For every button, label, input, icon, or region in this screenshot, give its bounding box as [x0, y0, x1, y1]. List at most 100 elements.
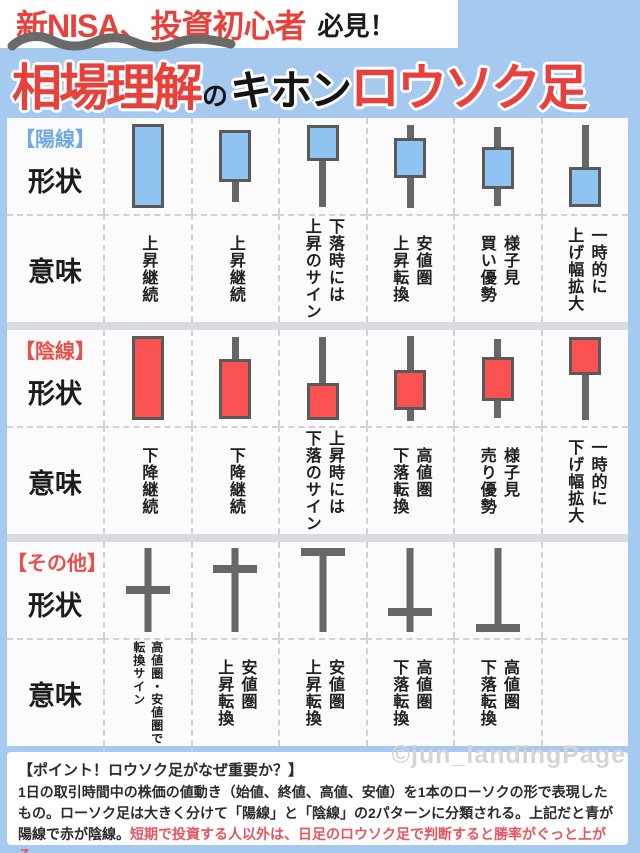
insen-candle-1-icon [131, 336, 164, 420]
other-meaning-label-cell: 意味 [7, 638, 103, 746]
yosen-meaning-cell-6: 一時的に 上げ幅拡大 [540, 214, 628, 322]
insen-meaning-cell-6: 一時的に 下げ幅拡大 [540, 426, 628, 534]
footer-body: 1日の取引時間中の株価の値動き（始値、終値、高値、安値）を1本のローソクの形で表… [18, 782, 617, 853]
insen-candle-6-icon [569, 336, 602, 420]
yosen-shape-cell-6 [540, 118, 629, 214]
yosen-meaning-cell-3: 下落時には 上昇のサイン [278, 214, 366, 322]
meaning-text: 安値圏 上昇転換 [215, 659, 256, 727]
footer-title: 【ポイント！ロウソク足がなぜ重要か？】 [18, 762, 304, 779]
yosen-shape-cell-2 [190, 118, 279, 214]
insen-meaning-label-cell: 意味 [7, 426, 103, 534]
meaning-text: 様子見 買い優勢 [477, 235, 518, 303]
doji-cross-icon [125, 548, 170, 632]
title-part3: ロウソク足 [350, 60, 588, 116]
yosen-label-cell: 【陽線】 形状 [7, 118, 103, 214]
insen-meaning-cell-1: 下降継続 [103, 426, 191, 534]
other-meaning-cell-2: 安値圏 上昇転換 [190, 638, 278, 746]
meaning-text: 高値圏 下落転換 [390, 447, 431, 515]
meaning-text: 高値圏 下落転換 [390, 659, 431, 727]
meaning-text: 一時的に 下げ幅拡大 [565, 438, 606, 524]
section-divider [7, 322, 628, 330]
title-part2: キホン [230, 67, 352, 114]
meaning-text: 安値圏 上昇転換 [390, 235, 431, 303]
dragonfly-t-icon [300, 548, 345, 632]
other-shape-cell-6 [540, 542, 629, 638]
meaning-text: 下落時には 上昇のサイン [302, 218, 343, 320]
section-yosen: 【陽線】 形状 [7, 118, 628, 322]
meaning-text: 上昇継続 [139, 235, 157, 303]
meaning-text: 高値圏 下落転換 [477, 659, 518, 727]
doji-low-cross-icon [388, 548, 433, 632]
other-shape-cell-1 [103, 542, 191, 638]
insen-meaning-cell-5: 様子見 売り優勢 [453, 426, 541, 534]
other-meaning-cell-5: 高値圏 下落転換 [453, 638, 541, 746]
insen-shape-cell-5 [453, 330, 541, 426]
yosen-meaning-cell-4: 安値圏 上昇転換 [365, 214, 453, 322]
other-shape-cell-3 [278, 542, 366, 638]
yosen-meaning-cell-5: 様子見 買い優勢 [453, 214, 541, 322]
yosen-candle-3-icon [306, 125, 339, 207]
meaning-text: 下降継続 [226, 447, 244, 515]
insen-shape-cell-1 [103, 330, 191, 426]
insen-shape-cell-4 [365, 330, 454, 426]
other-meaning-cell-3: 安値圏 上昇転換 [278, 638, 366, 746]
watermark-credit: ©jun_landingPage [391, 741, 626, 769]
other-meaning-cell-1: 高値圏・安値圏で 転換サイン [103, 638, 191, 746]
insen-candle-5-icon [481, 338, 514, 418]
insen-candle-4-icon [394, 335, 427, 421]
insen-candle-3-icon [306, 336, 339, 420]
other-shape-cell-5 [453, 542, 541, 638]
section-label-yosen: 【陽線】 [15, 129, 95, 151]
insen-shape-cell-2 [190, 330, 279, 426]
title-particle: の [202, 81, 229, 111]
title-part1: 相場理解 [12, 60, 203, 116]
footer-note: 【ポイント！ロウソク足がなぜ重要か？】 1日の取引時間中の株価の値動き（始値、終… [7, 752, 628, 853]
gravestone-inverted-t-icon [475, 548, 520, 632]
insen-meaning-cell-2: 下降継続 [190, 426, 278, 534]
other-label-cell: 【その他】 形状 [7, 542, 107, 638]
yosen-candle-6-icon [569, 125, 602, 207]
insen-shape-cell-3 [278, 330, 366, 426]
footer-body-text: 1日の取引時間中の株価の値動き（始値、終値、高値、安値）を1本のローソクの形で表… [18, 784, 614, 842]
candlestick-table: 【陽線】 形状 [7, 118, 628, 746]
meaning-text: 一時的に 上げ幅拡大 [565, 226, 606, 312]
row-label-meaning: 意味 [28, 468, 82, 499]
other-shape-cell-4 [365, 542, 454, 638]
section-divider [7, 534, 628, 542]
section-insen: 【陰線】 形状 [7, 330, 628, 534]
section-label-insen: 【陰線】 [15, 341, 95, 363]
meaning-text: 下降継続 [139, 447, 157, 515]
yosen-meaning-cell-1: 上昇継続 [103, 214, 191, 322]
row-label-meaning: 意味 [28, 680, 82, 711]
yosen-meaning-label-cell: 意味 [7, 214, 103, 322]
insen-meaning-cell-3: 上昇時には 下落のサイン [278, 426, 366, 534]
meaning-text: 上昇時には 下落のサイン [302, 430, 343, 532]
meaning-text: 上昇継続 [226, 235, 244, 303]
yosen-shape-cell-4 [365, 118, 454, 214]
yosen-candle-2-icon [219, 130, 252, 202]
yosen-shape-cell-1 [103, 118, 191, 214]
insen-meaning-cell-4: 高値圏 下落転換 [365, 426, 453, 534]
insen-candle-2-icon [219, 337, 252, 419]
meaning-text: 様子見 売り優勢 [477, 447, 518, 515]
squiggle-underline-icon [7, 32, 236, 52]
yosen-shape-cell-5 [453, 118, 541, 214]
yosen-shape-cell-3 [278, 118, 366, 214]
yosen-candle-5-icon [481, 126, 514, 206]
section-other: 【その他】 形状 [7, 542, 628, 746]
other-meaning-cell-4: 高値圏 下落転換 [365, 638, 453, 746]
yosen-meaning-cell-2: 上昇継続 [190, 214, 278, 322]
yosen-candle-1-icon [131, 124, 164, 208]
row-label-shape: 形状 [28, 591, 82, 621]
page-title: 相場理解 の キホン ロウソク足 [0, 48, 640, 118]
other-meaning-cell-6 [540, 638, 628, 746]
section-label-other: 【その他】 [7, 553, 107, 575]
doji-high-cross-icon [213, 548, 258, 632]
row-label-shape: 形状 [28, 167, 82, 197]
row-label-meaning: 意味 [28, 256, 82, 287]
insen-shape-cell-6 [540, 330, 629, 426]
footer-highlight-text: 短期で投資する人以外は、日足のロウソク足で判断すると勝率がぐっと上がる。 [18, 826, 606, 853]
insen-label-cell: 【陰線】 形状 [7, 330, 103, 426]
meaning-text: 高値圏・安値圏で 転換サイン [131, 641, 164, 745]
